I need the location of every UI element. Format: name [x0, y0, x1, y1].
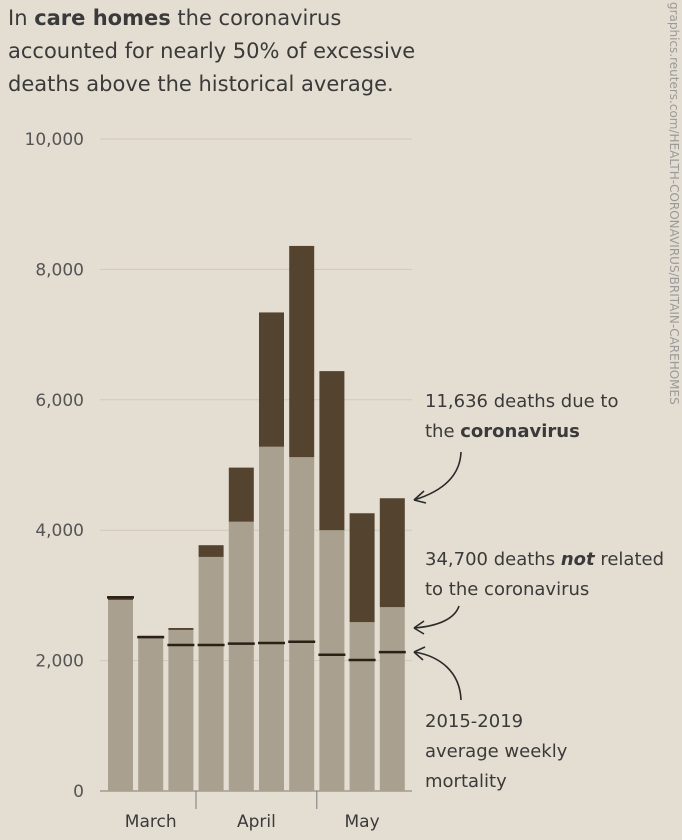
text-run: mortality [425, 771, 507, 792]
text-run: deaths above the historical average. [8, 72, 394, 96]
bar-segment [108, 599, 133, 791]
annotation-line: 34,700 deaths not related [425, 549, 664, 570]
annotation-arrows [413, 451, 462, 701]
title-line: accounted for nearly 50% of excessive [8, 39, 415, 63]
text-run: care homes [34, 6, 171, 30]
text-run: the [425, 421, 460, 442]
y-tick-label: 8,000 [35, 260, 84, 280]
x-group-label: March [125, 812, 177, 832]
annotation-line: mortality [425, 771, 507, 792]
text-run: not [561, 549, 596, 570]
source: graphics.reuters.com/HEALTH-CORONAVIRUS/… [667, 2, 681, 405]
bar-segment [349, 513, 375, 623]
bar-segment [379, 607, 405, 791]
bar-segment [379, 498, 405, 608]
bar-segment [168, 629, 194, 791]
y-tick-label: 2,000 [35, 652, 84, 672]
y-tick-label: 10,000 [25, 130, 84, 150]
annotation-line: 11,636 deaths due to [425, 391, 619, 412]
y-tick-label: 6,000 [35, 391, 84, 411]
bar-segment [198, 556, 224, 791]
x-group-label: April [237, 812, 276, 832]
text-run: coronavirus [460, 421, 580, 442]
bar-segment [228, 467, 254, 522]
text-run: 34,700 deaths [425, 549, 561, 570]
title-line: deaths above the historical average. [8, 72, 394, 96]
text-run: to the coronavirus [425, 579, 589, 600]
text-run: average weekly [425, 741, 568, 762]
text-run: related [595, 549, 664, 570]
arrow-head [413, 490, 427, 504]
annotation-line: average weekly [425, 741, 568, 762]
bar-segment [289, 245, 315, 458]
bar-segment [168, 628, 194, 630]
bar-segment [289, 457, 315, 791]
arrow [413, 651, 462, 701]
annotation-line: to the coronavirus [425, 579, 589, 600]
bar-segment [259, 312, 284, 447]
text-run: accounted for nearly 50% of excessive [8, 39, 415, 63]
arrow-head [413, 646, 426, 661]
title-line: In care homes the coronavirus [8, 6, 341, 30]
annotation-line: 2015-2019 [425, 711, 523, 732]
text-run: In [8, 6, 34, 30]
bar-segment [319, 371, 345, 531]
arrow [413, 605, 460, 629]
bar-segment [349, 622, 375, 791]
text-run: 2015-2019 [425, 711, 523, 732]
bar-segment [138, 637, 164, 791]
annotation-line: the coronavirus [425, 421, 580, 442]
arrow [413, 451, 462, 501]
bar-segment [319, 530, 345, 791]
x-group-label: May [345, 812, 380, 832]
y-tick-label: 0 [73, 782, 84, 802]
bar-segment [228, 521, 254, 791]
text-run: the coronavirus [171, 6, 342, 30]
text-run: 11,636 deaths due to [425, 391, 619, 412]
bar-segment [259, 446, 284, 791]
y-tick-label: 4,000 [35, 521, 84, 541]
arrow-head [413, 620, 425, 635]
bar-segment [198, 545, 224, 557]
